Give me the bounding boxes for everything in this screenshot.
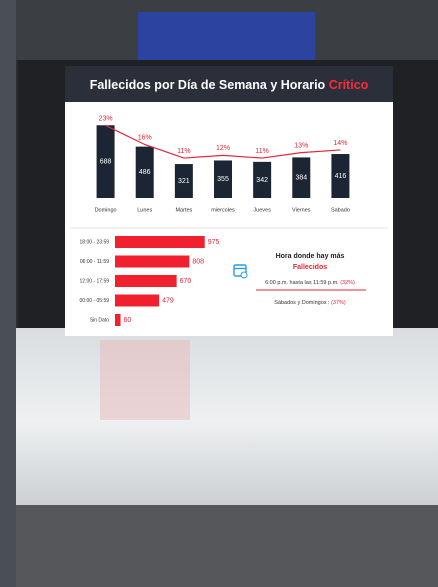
- note-line2: Sábados y Domingos : (37%): [274, 300, 346, 306]
- bar-value-label: 342: [256, 177, 268, 184]
- y-tick-label: Sin Dato: [90, 317, 109, 323]
- title-highlight: Crítico: [329, 78, 369, 92]
- floor: [16, 505, 438, 587]
- reflection: [100, 340, 190, 420]
- blue-panel: [138, 12, 315, 64]
- percent-label: 14%: [333, 140, 347, 147]
- percent-label: 11%: [255, 148, 269, 155]
- percent-label: 13%: [294, 142, 308, 149]
- bar: [115, 314, 121, 326]
- x-tick-label: Viernes: [292, 207, 311, 213]
- bar: [115, 236, 205, 248]
- percent-label: 23%: [99, 115, 113, 122]
- bar-value-label: 321: [178, 178, 190, 185]
- x-tick-label: miercoles: [211, 207, 235, 213]
- y-tick-label: 18:00 - 23:59: [80, 239, 110, 245]
- bar-value-label: 384: [295, 175, 307, 182]
- screen: [65, 66, 393, 336]
- percent-label: 11%: [177, 148, 191, 155]
- bar: [115, 256, 189, 268]
- x-tick-label: Lunes: [137, 207, 152, 213]
- stage: [16, 328, 438, 513]
- bar-value-label: 60: [124, 317, 132, 324]
- note-line1: 6:00 p.m. hasta las 11:59 p.m. (32%): [265, 280, 355, 286]
- x-tick-label: Sabado: [331, 207, 350, 213]
- title-text: Fallecidos por Día de Semana y Horario: [90, 78, 326, 92]
- scene: Fallecidos por Día de Semana y Horario C…: [0, 0, 438, 587]
- bar-value-label: 670: [180, 278, 192, 285]
- bar-value-label: 416: [335, 173, 347, 180]
- title: Fallecidos por Día de Semana y Horario C…: [90, 78, 369, 92]
- page: {"header": {"title": "Fallecidos por Día…: [0, 0, 438, 587]
- bar-value-label: 355: [217, 176, 229, 183]
- bar-value-label: 808: [192, 258, 204, 265]
- x-tick-label: Domingo: [95, 207, 117, 213]
- x-tick-label: Jueves: [253, 207, 271, 213]
- y-tick-label: 12:00 - 17:59: [80, 278, 110, 284]
- note-line2-pct: (37%): [331, 300, 346, 306]
- percent-label: 12%: [216, 145, 230, 152]
- bar-value-label: 479: [162, 297, 174, 304]
- bar-value-label: 688: [100, 158, 112, 165]
- bar-value-label: 975: [208, 239, 220, 246]
- y-tick-label: 06:00 - 11:59: [80, 259, 109, 265]
- bar-value-label: 486: [139, 169, 151, 176]
- bar: [115, 295, 159, 307]
- note-line1-text: 6:00 p.m. hasta las 11:59 p.m.: [265, 280, 339, 286]
- bar: [115, 275, 177, 287]
- note-heading: Hora donde hay más: [276, 253, 345, 260]
- x-tick-label: Martes: [175, 207, 192, 213]
- note-highlight: Fallecidos: [293, 264, 327, 271]
- y-tick-label: 00:00 - 05:59: [80, 298, 110, 304]
- note-line1-pct: (32%): [340, 280, 355, 286]
- percent-label: 16%: [138, 134, 152, 141]
- left-edge: [0, 0, 16, 587]
- note-line2-text: Sábados y Domingos :: [274, 300, 330, 306]
